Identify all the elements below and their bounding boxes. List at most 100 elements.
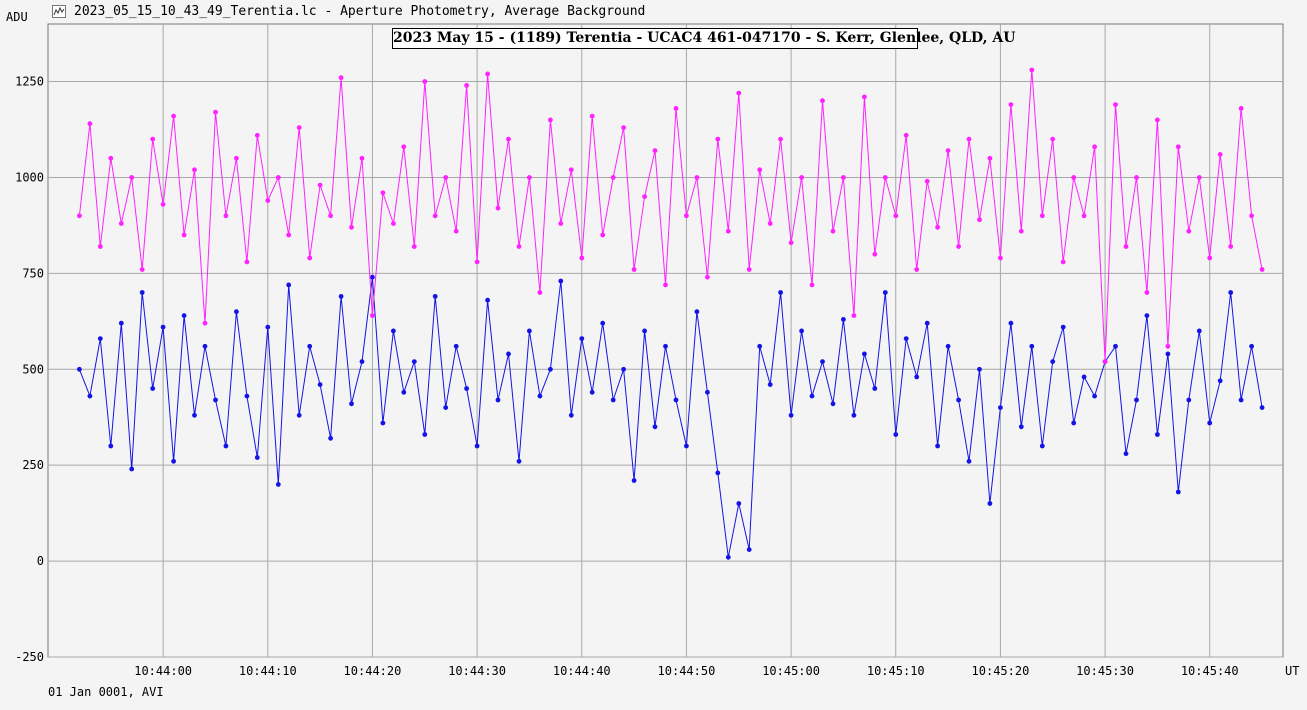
data-point-target (118, 320, 124, 326)
data-point-comparison (1123, 244, 1129, 249)
data-point-comparison (893, 213, 899, 219)
data-point-target (1008, 320, 1014, 326)
data-point-target (673, 397, 679, 403)
data-point-target (1144, 313, 1150, 318)
series-target (77, 274, 1265, 560)
series-line-comparison (78, 69, 1263, 362)
data-point-target (485, 297, 490, 303)
x-tick-label: 10:45:40 (1181, 664, 1239, 678)
data-point-target (851, 412, 857, 418)
x-tick-label: 10:44:20 (344, 664, 402, 678)
data-point-comparison (234, 155, 239, 161)
data-point-comparison (286, 232, 292, 238)
data-point-target (987, 501, 993, 506)
data-point-comparison (757, 167, 763, 173)
x-tick-label: 10:44:00 (134, 664, 192, 678)
data-point-target (914, 374, 920, 380)
data-point-comparison (202, 320, 208, 326)
data-point-comparison (87, 121, 93, 127)
data-point-target (1155, 432, 1160, 437)
data-point-comparison (610, 175, 616, 180)
data-point-comparison (1050, 136, 1056, 142)
data-point-target (725, 554, 731, 560)
data-point-comparison (1039, 213, 1045, 219)
series-layer (77, 67, 1265, 560)
data-point-comparison (736, 90, 742, 96)
data-point-target (872, 386, 878, 391)
data-point-target (1165, 351, 1171, 357)
data-point-target (1217, 378, 1223, 384)
series-line-target (78, 277, 1263, 558)
data-point-comparison (872, 251, 878, 257)
data-point-comparison (977, 217, 982, 223)
data-point-comparison (830, 228, 836, 234)
data-point-target (1175, 489, 1181, 495)
chart-title: 2023 May 15 - (1189) Terentia - UCAC4 46… (392, 28, 1016, 49)
data-point-target (579, 336, 585, 341)
data-point-comparison (1060, 259, 1066, 265)
data-point-comparison (725, 228, 731, 234)
data-point-target (87, 393, 93, 399)
data-point-target (234, 309, 239, 315)
data-point-comparison (914, 267, 920, 272)
data-point-comparison (485, 71, 490, 77)
data-point-target (882, 290, 888, 295)
window-title: 2023_05_15_10_43_49_Terentia.lc - Apertu… (74, 4, 646, 19)
x-tick-label: 10:44:10 (239, 664, 297, 678)
data-point-comparison (1207, 255, 1213, 261)
data-point-target (1207, 420, 1213, 426)
data-point-comparison (966, 136, 972, 142)
x-tick-label: 10:44:50 (658, 664, 716, 678)
data-point-comparison (1018, 228, 1024, 234)
data-point-comparison (684, 213, 689, 219)
data-point-target (694, 309, 700, 315)
data-point-target (767, 382, 773, 387)
data-point-target (265, 324, 271, 330)
data-point-comparison (317, 182, 323, 188)
data-point-target (1186, 397, 1192, 403)
y-tick-label: 500 (22, 362, 44, 376)
y-tick-label: 1000 (15, 170, 44, 184)
data-point-target (736, 501, 742, 506)
data-point-target (1196, 328, 1202, 334)
data-point-target (1134, 397, 1139, 403)
data-point-comparison (1259, 267, 1265, 272)
data-point-comparison (767, 221, 773, 226)
data-point-comparison (820, 98, 825, 104)
data-point-target (558, 278, 564, 284)
data-point-comparison (171, 113, 177, 119)
data-point-comparison (548, 117, 553, 123)
x-tick-label: 10:45:20 (972, 664, 1030, 678)
data-point-target (841, 317, 846, 322)
data-point-target (328, 435, 333, 441)
data-point-comparison (705, 274, 710, 280)
data-point-target (1092, 393, 1097, 399)
data-point-comparison (851, 313, 857, 318)
y-tick-label: 250 (22, 458, 44, 472)
data-point-target (903, 336, 909, 341)
data-point-target (924, 320, 930, 326)
x-gridlines (162, 24, 1211, 657)
data-point-target (453, 343, 459, 349)
data-point-comparison (192, 167, 197, 173)
x-tick-label: 10:44:40 (553, 664, 611, 678)
data-point-comparison (108, 155, 114, 161)
data-point-target (160, 324, 166, 330)
data-point-target (1113, 343, 1118, 349)
data-point-target (809, 393, 815, 399)
data-point-comparison (652, 148, 658, 154)
data-point-target (998, 405, 1003, 410)
data-point-target (495, 397, 501, 403)
chart-icon[interactable] (52, 5, 66, 18)
data-point-target (171, 458, 177, 464)
data-point-target (1071, 420, 1077, 426)
data-point-comparison (296, 125, 302, 130)
data-point-comparison (453, 228, 459, 234)
data-point-comparison (579, 255, 585, 261)
data-point-target (1018, 424, 1024, 430)
series-comparison (77, 67, 1265, 364)
data-point-comparison (1217, 152, 1223, 157)
data-point-comparison (129, 175, 135, 180)
data-point-comparison (370, 313, 375, 318)
x-tick-label: 10:45:10 (867, 664, 925, 678)
